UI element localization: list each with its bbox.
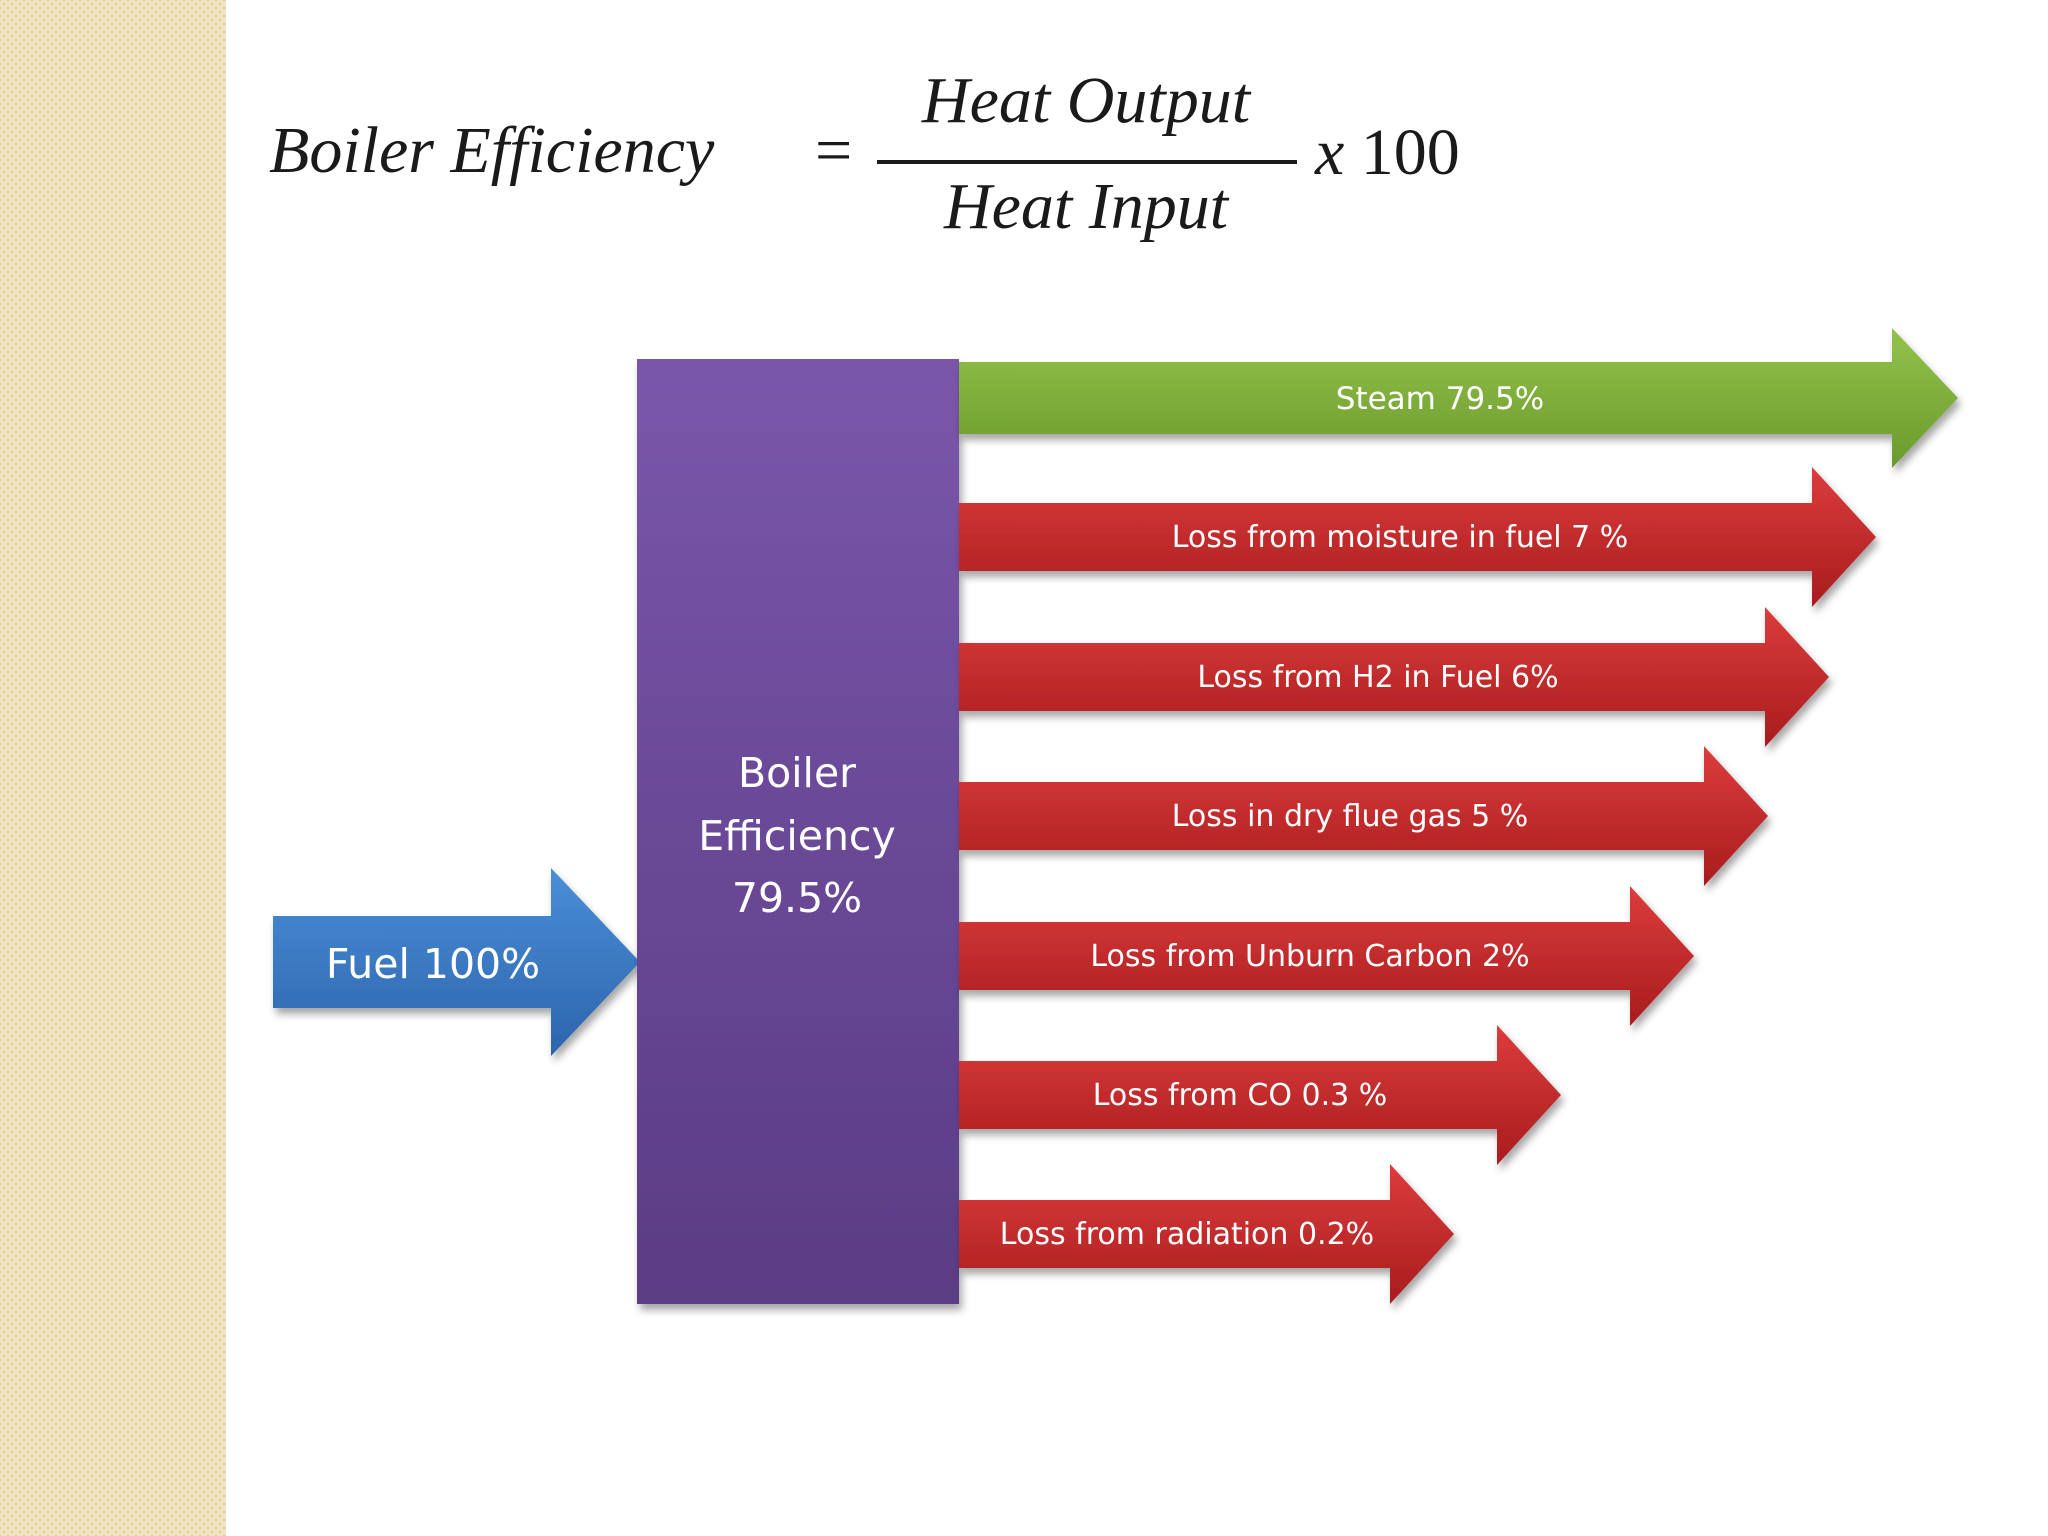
boiler-label-line2: Efficiency <box>698 812 896 860</box>
multiplier-sign: x <box>1315 116 1345 189</box>
boiler-box <box>637 359 959 1304</box>
multiplier-value: 100 <box>1360 116 1460 189</box>
loss-h2-arrow <box>959 607 1829 747</box>
loss-flue-gas-arrow <box>959 746 1768 886</box>
loss-unburn-carbon-arrow <box>959 886 1694 1026</box>
loss-h2-label: Loss from H2 in Fuel 6% <box>1197 660 1558 695</box>
loss-co-label: Loss from CO 0.3 % <box>1093 1078 1388 1113</box>
formula-equals: = <box>815 114 853 187</box>
loss-moisture-label: Loss from moisture in fuel 7 % <box>1172 520 1629 555</box>
fuel-arrow <box>273 868 640 1056</box>
decorative-side-strip <box>0 0 226 1536</box>
loss-radiation-arrow <box>959 1164 1454 1304</box>
loss-radiation-label: Loss from radiation 0.2% <box>1000 1217 1374 1252</box>
steam-arrow <box>959 328 1958 468</box>
loss-co-arrow <box>959 1025 1561 1165</box>
fuel-label: Fuel 100% <box>326 940 540 988</box>
efficiency-formula: Boiler Efficiency = Heat Output Heat Inp… <box>265 68 1515 258</box>
loss-moisture-arrow <box>959 467 1876 607</box>
formula-denominator: Heat Input <box>943 170 1229 243</box>
boiler-label-line3: 79.5% <box>732 874 862 922</box>
boiler-label-line1: Boiler <box>738 749 856 797</box>
loss-flue-gas-label: Loss in dry flue gas 5 % <box>1172 799 1529 834</box>
steam-label: Steam 79.5% <box>1336 381 1544 417</box>
fraction-bar <box>877 160 1297 164</box>
formula-multiplier: x 100 <box>1315 120 1460 186</box>
formula-lhs: Boiler Efficiency <box>269 114 715 187</box>
output-arrows: Steam 79.5% Loss from moisture in fuel 7… <box>959 328 1958 1304</box>
formula-numerator: Heat Output <box>921 64 1251 137</box>
loss-unburn-carbon-label: Loss from Unburn Carbon 2% <box>1090 939 1529 974</box>
